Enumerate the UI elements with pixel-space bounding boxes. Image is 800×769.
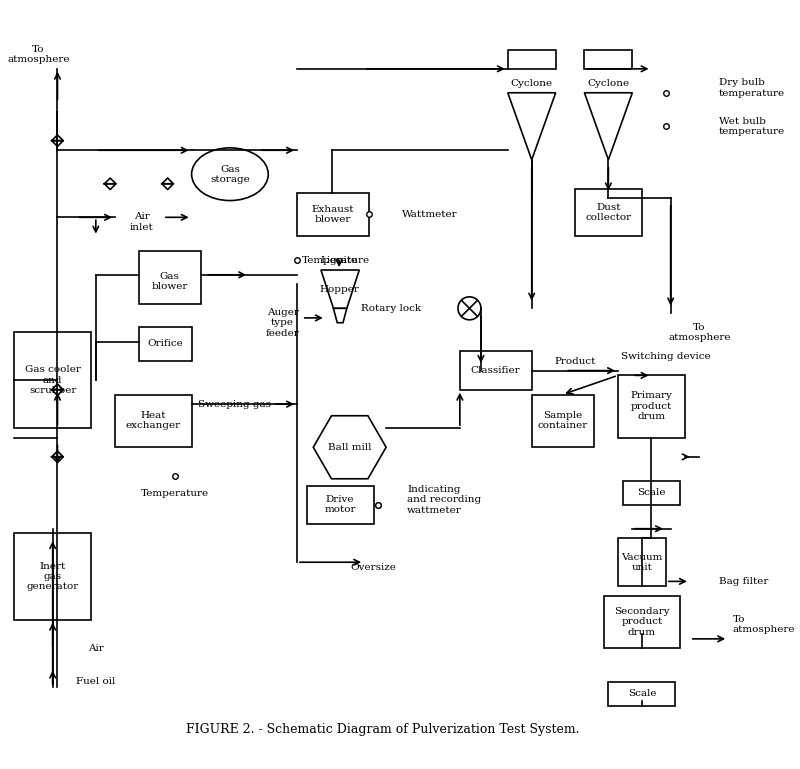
FancyBboxPatch shape: [585, 50, 632, 68]
Text: Auger
type
feeder: Auger type feeder: [266, 308, 299, 338]
Ellipse shape: [192, 148, 268, 201]
Text: Air: Air: [88, 644, 104, 653]
Text: Wet bulb
temperature: Wet bulb temperature: [718, 117, 785, 136]
Polygon shape: [585, 93, 632, 160]
Text: Gas
storage: Gas storage: [210, 165, 250, 184]
Text: Sweeping gas: Sweeping gas: [198, 400, 271, 408]
Text: FIGURE 2. - Schematic Diagram of Pulverization Test System.: FIGURE 2. - Schematic Diagram of Pulveri…: [186, 724, 580, 737]
Text: Air
inlet: Air inlet: [130, 212, 154, 231]
FancyBboxPatch shape: [139, 251, 201, 304]
Text: Wattmeter: Wattmeter: [402, 210, 458, 219]
FancyBboxPatch shape: [297, 193, 369, 237]
FancyBboxPatch shape: [618, 375, 685, 438]
Text: Temperature: Temperature: [302, 256, 370, 265]
Text: Gas
blower: Gas blower: [151, 271, 188, 291]
FancyBboxPatch shape: [618, 538, 666, 586]
FancyBboxPatch shape: [532, 394, 594, 448]
Text: To
atmosphere: To atmosphere: [7, 45, 70, 64]
Text: Dry bulb
temperature: Dry bulb temperature: [718, 78, 785, 98]
Text: Oversize: Oversize: [350, 562, 397, 571]
FancyBboxPatch shape: [139, 328, 192, 361]
Text: Sample
container: Sample container: [538, 411, 587, 430]
Text: Temperature: Temperature: [142, 489, 210, 498]
FancyBboxPatch shape: [608, 682, 675, 706]
Text: Switching device: Switching device: [621, 351, 710, 361]
Text: Dust
collector: Dust collector: [586, 203, 631, 222]
FancyBboxPatch shape: [115, 394, 192, 448]
Text: Bag filter: Bag filter: [718, 577, 768, 586]
Text: Lignite: Lignite: [321, 256, 358, 265]
Text: To
atmosphere: To atmosphere: [668, 322, 730, 342]
Text: Hopper: Hopper: [319, 285, 359, 294]
Text: Vacuum
unit: Vacuum unit: [622, 552, 662, 572]
FancyBboxPatch shape: [306, 485, 374, 524]
Text: Orifice: Orifice: [147, 339, 182, 348]
Text: Ball mill: Ball mill: [328, 443, 371, 451]
Text: Classifier: Classifier: [470, 366, 520, 375]
Text: Exhaust
blower: Exhaust blower: [311, 205, 354, 224]
Text: Product: Product: [554, 357, 595, 365]
Polygon shape: [508, 93, 556, 160]
Text: Heat
exchanger: Heat exchanger: [126, 411, 181, 430]
FancyBboxPatch shape: [460, 351, 532, 390]
FancyBboxPatch shape: [14, 534, 91, 620]
Text: Gas cooler
and
scrubber: Gas cooler and scrubber: [25, 365, 81, 395]
Text: Cyclone: Cyclone: [587, 78, 630, 88]
Polygon shape: [334, 308, 347, 323]
Text: Scale: Scale: [628, 689, 656, 698]
FancyBboxPatch shape: [14, 332, 91, 428]
Polygon shape: [321, 270, 359, 308]
Text: Drive
motor: Drive motor: [324, 495, 356, 514]
FancyBboxPatch shape: [575, 188, 642, 237]
Text: Primary
product
drum: Primary product drum: [630, 391, 673, 421]
Polygon shape: [314, 416, 386, 479]
Text: Cyclone: Cyclone: [510, 78, 553, 88]
FancyBboxPatch shape: [508, 50, 556, 68]
Text: Secondary
product
drum: Secondary product drum: [614, 607, 670, 637]
Text: Indicating
and recording
wattmeter: Indicating and recording wattmeter: [407, 485, 482, 515]
FancyBboxPatch shape: [603, 596, 680, 648]
Text: Rotary lock: Rotary lock: [362, 304, 422, 313]
Text: Fuel oil: Fuel oil: [76, 677, 115, 687]
Text: To
atmosphere: To atmosphere: [733, 614, 795, 634]
Text: Inert
gas
generator: Inert gas generator: [26, 561, 79, 591]
Text: Scale: Scale: [638, 488, 666, 497]
FancyBboxPatch shape: [622, 481, 680, 504]
